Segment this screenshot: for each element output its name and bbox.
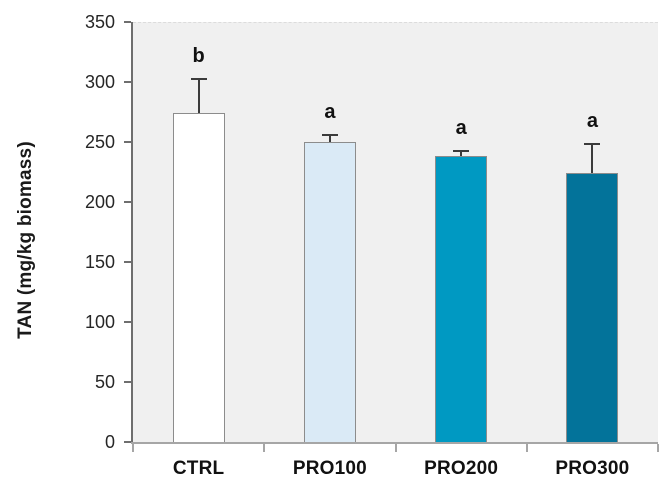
significance-letter-pro100: a bbox=[324, 100, 336, 123]
y-tick-label: 250 bbox=[84, 132, 115, 152]
y-tick-label: 200 bbox=[84, 192, 115, 212]
bar-pro200 bbox=[435, 156, 488, 443]
x-tick-mark bbox=[525, 444, 528, 452]
x-axis-line bbox=[131, 442, 658, 444]
y-tick-label: 100 bbox=[84, 312, 115, 332]
x-tick-mark bbox=[263, 444, 266, 452]
y-axis-title: TAN (mg/kg biomass) bbox=[15, 141, 36, 339]
y-tick-mark bbox=[124, 441, 131, 443]
error-bar-pro200 bbox=[460, 151, 463, 157]
x-category-label-pro100: PRO100 bbox=[292, 458, 367, 479]
y-tick-label: 50 bbox=[94, 372, 115, 392]
y-tick-mark bbox=[124, 381, 131, 383]
y-tick-mark bbox=[124, 261, 131, 263]
y-tick-label: 0 bbox=[104, 432, 115, 452]
error-bar-cap-ctrl bbox=[190, 78, 207, 81]
y-tick-label: 300 bbox=[84, 72, 115, 92]
y-tick-mark bbox=[124, 21, 131, 23]
x-tick-mark bbox=[132, 444, 134, 452]
y-tick-label: 350 bbox=[84, 12, 115, 32]
y-tick-mark bbox=[124, 81, 131, 83]
x-tick-mark bbox=[657, 444, 659, 452]
bar-ctrl bbox=[172, 113, 225, 443]
y-axis-line bbox=[131, 22, 133, 442]
error-bar-cap-pro300 bbox=[584, 143, 601, 146]
x-tick-mark bbox=[394, 444, 397, 452]
significance-letter-pro300: a bbox=[586, 110, 598, 133]
error-bar-cap-pro100 bbox=[321, 133, 338, 136]
error-bar-pro300 bbox=[591, 144, 594, 173]
y-tick-mark bbox=[124, 321, 131, 323]
x-category-label-pro200: PRO200 bbox=[424, 458, 499, 479]
plot-area: b a a a bbox=[133, 22, 658, 443]
bar-pro100 bbox=[303, 141, 356, 443]
x-category-label-pro300: PRO300 bbox=[555, 458, 630, 479]
significance-letter-pro200: a bbox=[455, 117, 467, 140]
error-bar-cap-pro200 bbox=[453, 150, 470, 153]
y-tick-mark bbox=[124, 201, 131, 203]
error-bar-ctrl bbox=[197, 79, 200, 113]
bar-pro300 bbox=[566, 173, 619, 443]
x-category-label-ctrl: CTRL bbox=[172, 458, 225, 479]
y-tick-label: 150 bbox=[84, 252, 115, 272]
significance-letter-ctrl: b bbox=[192, 45, 205, 68]
error-bar-pro100 bbox=[328, 134, 331, 142]
y-tick-mark bbox=[124, 141, 131, 143]
